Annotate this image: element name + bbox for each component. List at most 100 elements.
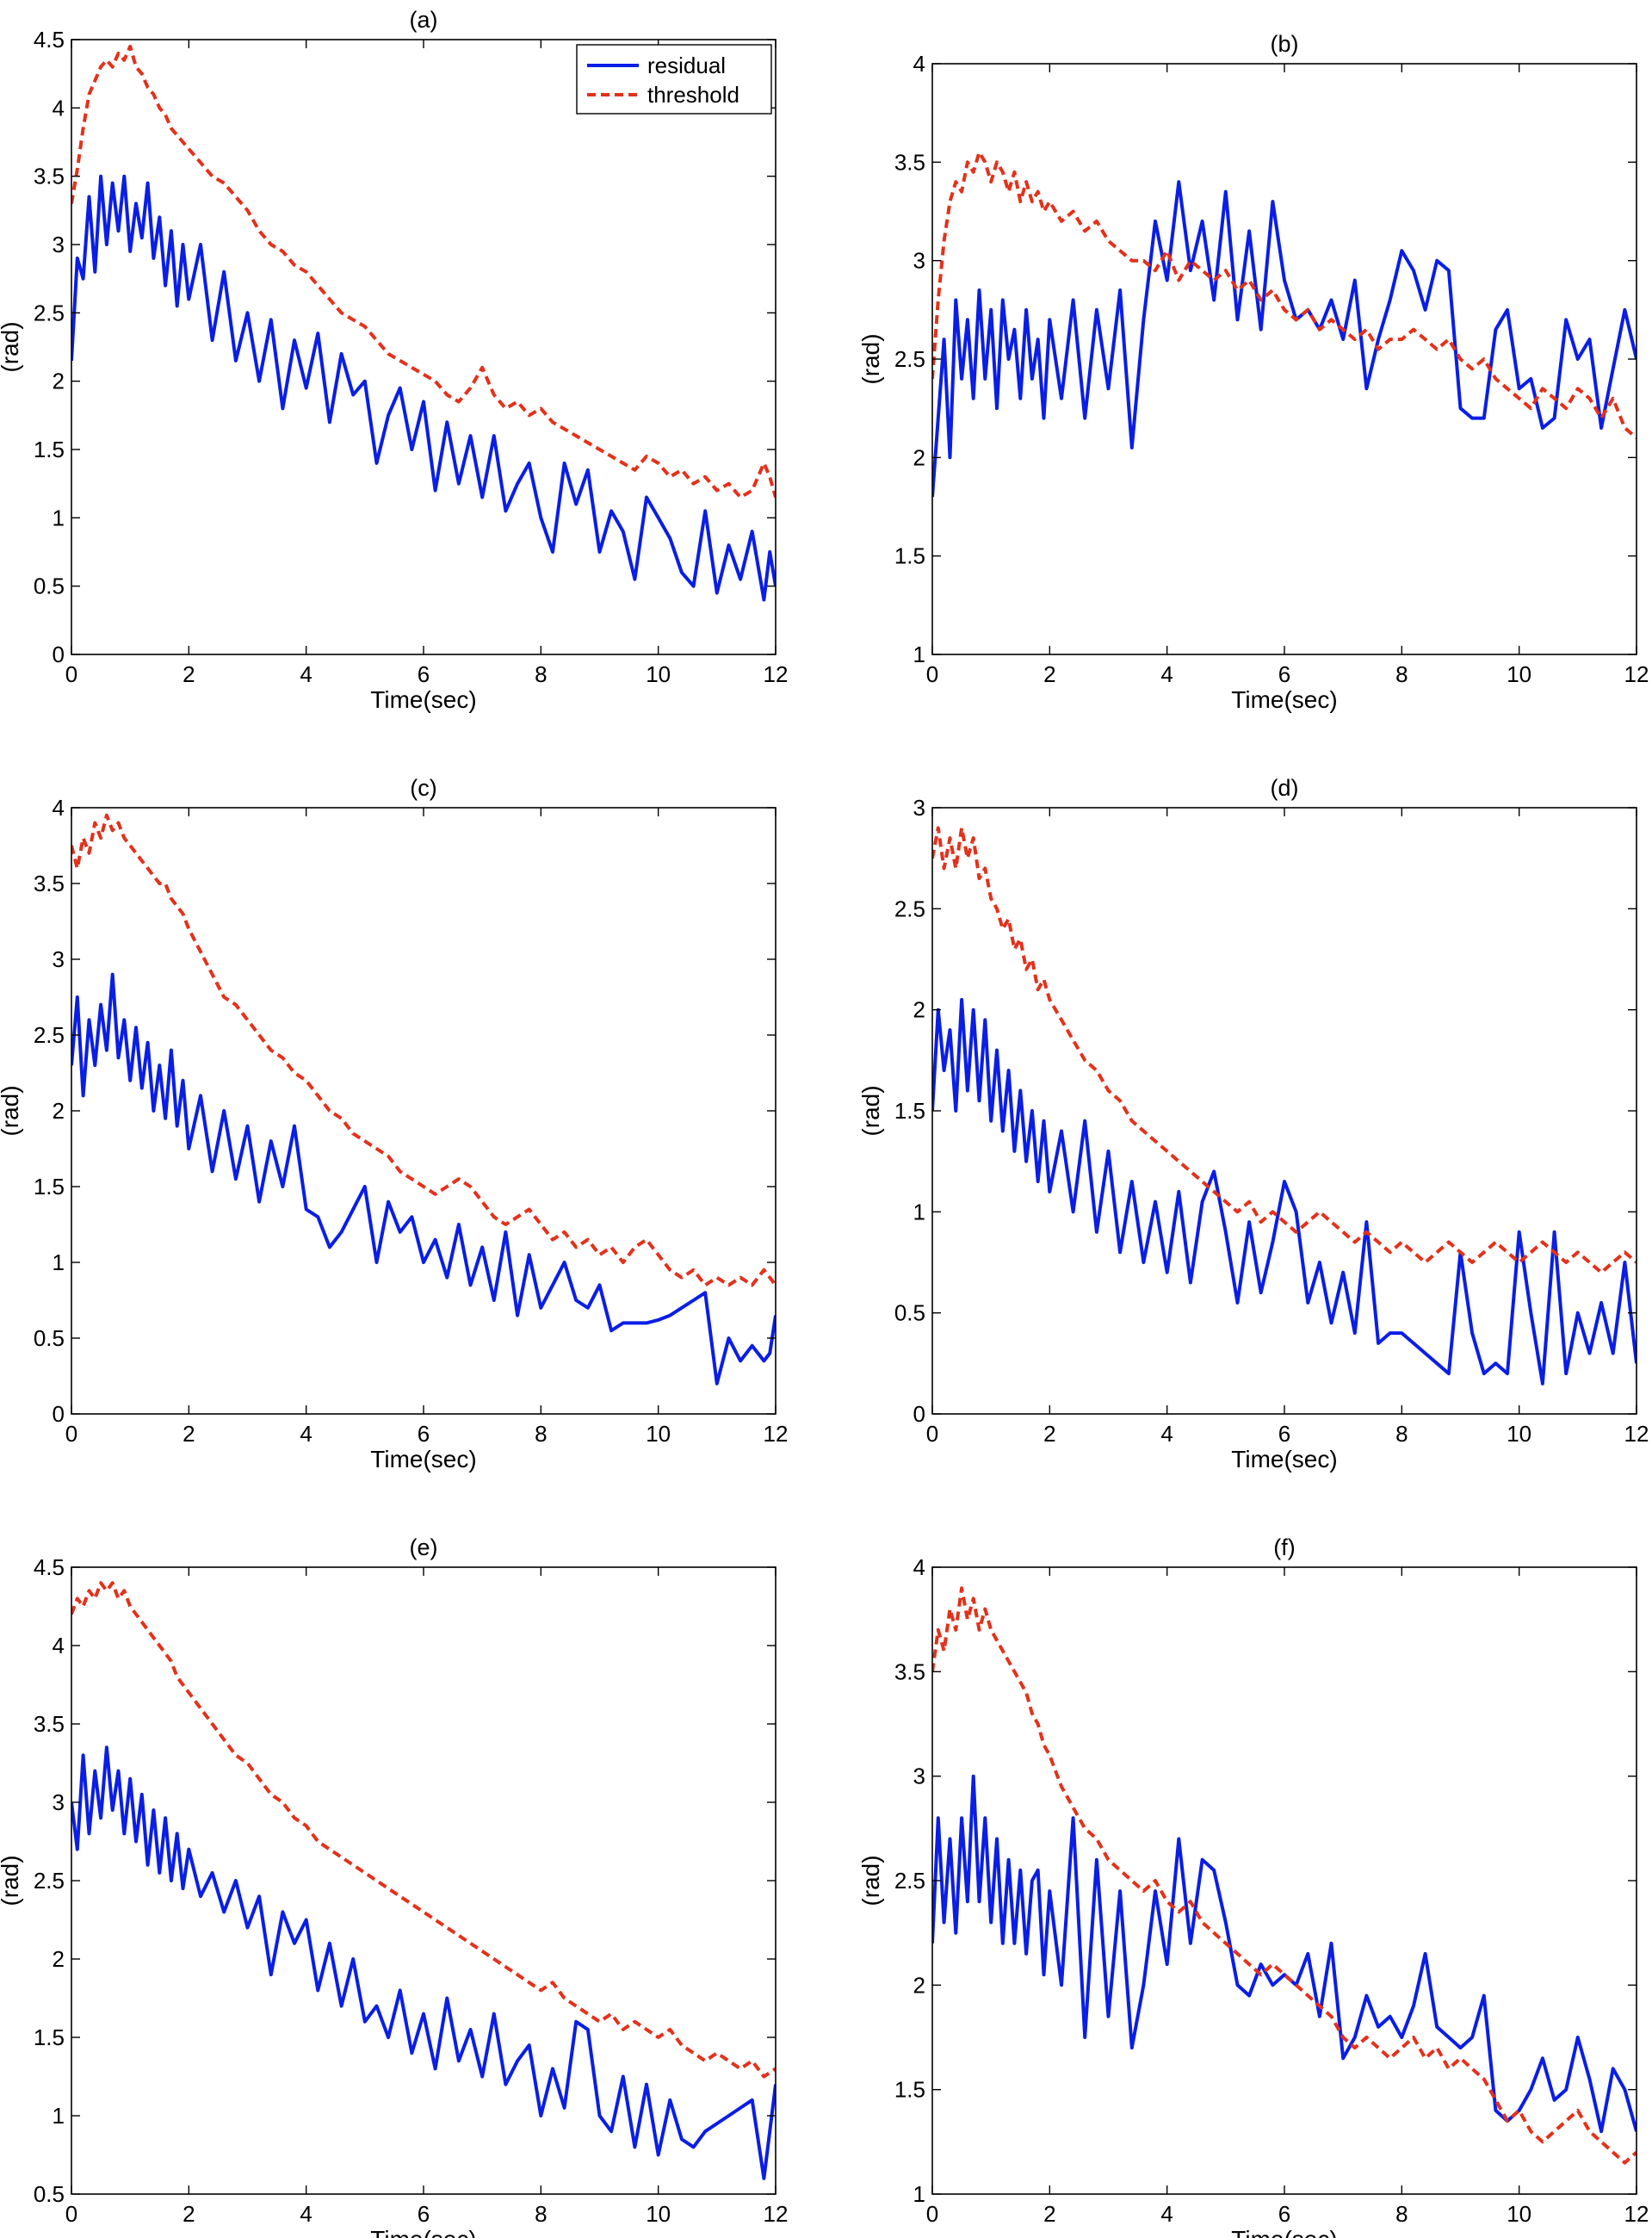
x-tick-label-b: 12	[1624, 661, 1649, 687]
y-tick-label-c: 3	[53, 946, 65, 972]
y-tick-label-e: 2	[53, 1946, 65, 1972]
panel-c: 0 2 4 6 8 10 12 0 0.5 1 1.5 2 2.5 3 3.5 4 (c) Time(sec) (r…	[0, 775, 788, 1472]
x-tick-label-f: 10	[1507, 2201, 1531, 2227]
x-tick-label-a: 12	[764, 661, 789, 687]
series-line-threshold-a	[71, 44, 776, 499]
x-tick-label-f: 12	[1624, 2201, 1649, 2227]
y-tick-label-e: 4.5	[34, 1554, 65, 1580]
x-tick-label-c: 0	[65, 1421, 77, 1447]
x-axis-label-b: Time(sec)	[1231, 686, 1337, 713]
x-tick-label-d: 0	[926, 1421, 938, 1447]
y-axis-label-a: (rad)	[0, 321, 23, 372]
y-tick-label-c: 3.5	[34, 871, 65, 896]
x-tick-label-b: 2	[1043, 661, 1055, 687]
y-tick-label-e: 2.5	[34, 1868, 65, 1894]
y-tick-label-d: 1	[913, 1199, 925, 1224]
x-tick-label-e: 0	[65, 2201, 77, 2227]
y-tick-label-a: 0.5	[34, 573, 65, 599]
x-tick-label-a: 4	[300, 661, 312, 687]
y-tick-label-b: 1.5	[894, 543, 925, 569]
x-tick-label-b: 8	[1395, 661, 1408, 687]
y-tick-label-b: 1	[913, 642, 925, 667]
y-tick-label-f: 2	[913, 1972, 925, 1998]
x-axis-label-f: Time(sec)	[1231, 2226, 1337, 2238]
x-tick-label-b: 6	[1278, 661, 1290, 687]
x-tick-label-b: 10	[1507, 661, 1531, 687]
x-tick-label-f: 0	[926, 2201, 938, 2227]
series-line-residual-a	[71, 174, 776, 602]
x-tick-label-d: 6	[1278, 1421, 1290, 1447]
y-tick-label-d: 1.5	[894, 1098, 925, 1124]
y-tick-label-d: 0	[913, 1401, 925, 1427]
y-tick-label-a: 3.5	[34, 164, 65, 189]
x-tick-label-d: 10	[1507, 1421, 1531, 1447]
series-line-threshold-b	[932, 150, 1637, 440]
y-tick-label-b: 4	[913, 51, 925, 77]
y-tick-label-e: 0.5	[34, 2181, 65, 2207]
y-axis-label-c: (rad)	[0, 1085, 23, 1136]
y-tick-label-a: 3	[53, 232, 65, 257]
legend-label-threshold: threshold	[647, 82, 739, 108]
panel-title-b: (b)	[1271, 31, 1299, 57]
series-line-residual-b	[932, 180, 1637, 498]
y-tick-label-f: 4	[913, 1554, 925, 1580]
x-tick-label-d: 8	[1395, 1421, 1408, 1447]
legend-label-residual: residual	[647, 53, 726, 78]
y-axis-label-f: (rad)	[857, 1855, 884, 1906]
panel-d: 0 2 4 6 8 10 12 0 0.5 1 1.5 2 2.5 3 (d) Time(sec) (rad)	[857, 775, 1649, 1472]
y-tick-label-c: 0	[53, 1401, 65, 1427]
y-tick-label-a: 2	[53, 369, 65, 394]
series-line-residual-f	[932, 1774, 1637, 2134]
x-tick-label-c: 12	[764, 1421, 789, 1447]
panel-a: 0 2 4 6 8 10 12 0 0.5 1 1.5 2 2.5 3 3.5 4 4.5 (a) Time(sec…	[0, 7, 788, 713]
x-tick-label-e: 12	[764, 2201, 789, 2227]
series-line-residual-d	[932, 997, 1637, 1386]
y-tick-label-b: 3	[913, 248, 925, 274]
panel-title-c: (c)	[410, 775, 436, 801]
y-tick-label-b: 2	[913, 444, 925, 470]
x-tick-label-f: 4	[1160, 2201, 1172, 2227]
y-tick-label-a: 1	[53, 505, 65, 530]
legend: residual threshold	[576, 44, 772, 115]
y-tick-label-a: 4	[53, 95, 65, 121]
x-tick-label-c: 4	[300, 1421, 312, 1447]
series-line-threshold-f	[932, 1586, 1637, 2165]
y-tick-label-c: 1	[53, 1249, 65, 1275]
y-tick-label-f: 2.5	[894, 1868, 925, 1894]
y-tick-label-a: 2.5	[34, 300, 65, 325]
y-tick-label-e: 3	[53, 1789, 65, 1815]
y-tick-label-b: 3.5	[894, 149, 925, 175]
y-tick-label-a: 0	[53, 642, 65, 667]
y-tick-label-c: 2.5	[34, 1022, 65, 1048]
y-tick-label-e: 1	[53, 2103, 65, 2129]
panel-b: 0 2 4 6 8 10 12 1 1.5 2 2.5 3 3.5 4 (b) Time(sec) (rad)	[857, 31, 1649, 713]
y-tick-label-c: 0.5	[34, 1325, 65, 1351]
panel-title-a: (a)	[410, 7, 438, 33]
x-tick-label-a: 2	[183, 661, 195, 687]
y-tick-label-a: 1.5	[34, 437, 65, 462]
x-tick-label-c: 10	[646, 1421, 671, 1447]
y-tick-label-d: 3	[913, 795, 925, 821]
series-line-residual-e	[71, 1745, 776, 2180]
x-tick-label-e: 8	[535, 2201, 547, 2227]
x-tick-label-d: 2	[1043, 1421, 1055, 1447]
x-axis-label-c: Time(sec)	[370, 1446, 476, 1472]
y-tick-label-e: 1.5	[34, 2024, 65, 2050]
x-tick-label-e: 2	[183, 2201, 195, 2227]
y-tick-label-d: 0.5	[894, 1300, 925, 1326]
x-tick-label-c: 2	[183, 1421, 195, 1447]
x-tick-label-c: 6	[418, 1421, 430, 1447]
x-tick-label-e: 6	[418, 2201, 430, 2227]
y-tick-label-e: 3.5	[34, 1711, 65, 1737]
y-tick-label-c: 4	[53, 795, 65, 821]
y-axis-label-e: (rad)	[0, 1855, 23, 1906]
panel-title-d: (d)	[1271, 775, 1299, 801]
y-tick-label-f: 1.5	[894, 2077, 925, 2103]
x-tick-label-f: 2	[1043, 2201, 1055, 2227]
y-tick-label-f: 3	[913, 1764, 925, 1789]
x-axis-label-e: Time(sec)	[370, 2226, 476, 2238]
y-tick-label-c: 2	[53, 1098, 65, 1124]
x-tick-label-a: 6	[418, 661, 430, 687]
y-axis-label-b: (rad)	[857, 333, 884, 384]
